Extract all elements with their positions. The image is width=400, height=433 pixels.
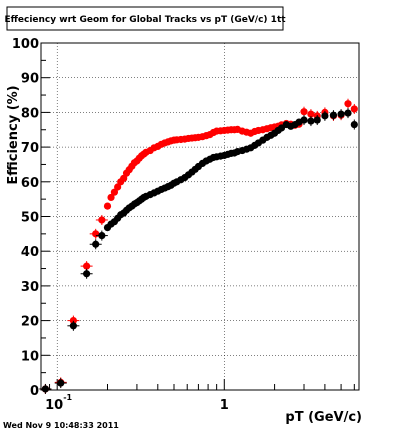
data-point — [83, 262, 91, 270]
timestamp: Wed Nov 9 10:48:33 2011 — [3, 421, 119, 430]
y-tick-label: 0 — [30, 384, 39, 399]
data-point — [83, 270, 91, 278]
data-point — [344, 109, 352, 117]
title-box — [6, 6, 284, 31]
data-point — [350, 120, 358, 129]
y-axis-label: Efficiency (%) — [6, 85, 21, 184]
data-point — [98, 216, 106, 224]
data-point — [103, 202, 112, 210]
data-point — [337, 110, 345, 118]
data-point — [300, 108, 308, 116]
data-point — [110, 188, 119, 196]
y-tick-label: 40 — [21, 245, 39, 260]
data-point — [92, 230, 100, 238]
y-tick-label: 80 — [21, 106, 39, 121]
data-point — [41, 385, 49, 393]
x-axis-ticks: 10-1 1 — [40, 379, 355, 413]
y-tick-label: 30 — [21, 280, 39, 295]
data-point — [307, 110, 315, 118]
x-tick-label: 1 — [220, 398, 229, 413]
data-point — [321, 112, 329, 120]
data-point — [300, 116, 308, 124]
y-tick-label: 50 — [21, 211, 39, 226]
x-tick-label: 10 — [45, 398, 63, 413]
data-point — [307, 117, 315, 125]
y-tick-label: 70 — [21, 141, 39, 156]
data-point — [114, 183, 122, 191]
data-point — [57, 379, 65, 387]
data-point — [313, 116, 321, 124]
x-axis-label: pT (GeV/c) — [285, 410, 362, 425]
data-points — [39, 98, 358, 394]
data-point — [98, 231, 106, 240]
data-point — [344, 100, 352, 108]
y-tick-label: 90 — [21, 72, 39, 87]
data-point — [69, 317, 77, 325]
y-tick-label: 100 — [12, 37, 39, 52]
y-tick-label: 10 — [21, 349, 39, 364]
x-tick-exponent: -1 — [63, 393, 72, 402]
data-point — [69, 322, 77, 330]
data-point — [107, 193, 115, 202]
grid-lines — [41, 42, 359, 391]
data-point — [329, 111, 338, 119]
data-point — [350, 105, 358, 113]
chart-title: Effeciency wrt Geom for Global Tracks vs… — [4, 15, 286, 25]
data-point — [92, 240, 100, 248]
y-tick-label: 20 — [21, 315, 39, 330]
y-tick-label: 60 — [21, 176, 39, 191]
